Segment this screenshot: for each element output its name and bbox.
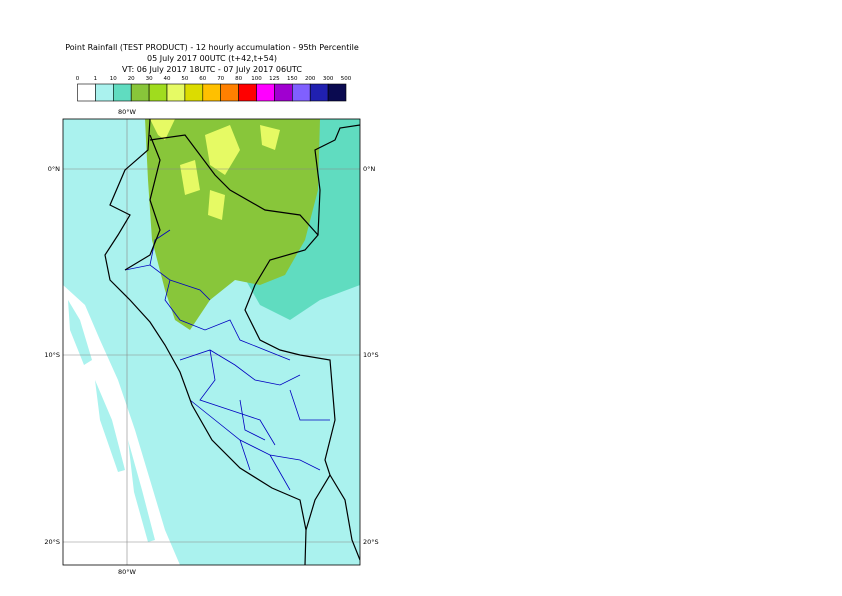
legend-label: 300 (323, 76, 334, 82)
legend-label: 0 (76, 76, 80, 82)
legend-label: 10 (110, 76, 117, 82)
legend-swatch (202, 83, 222, 102)
legend-swatch (130, 83, 150, 102)
admin-borders (124, 229, 330, 491)
title: Point Rainfall (TEST PRODUCT) - 12 hourl… (65, 43, 359, 52)
legend-swatch (113, 83, 132, 102)
legend-label: 100 (251, 76, 262, 82)
legend-label: 1 (94, 76, 98, 82)
legend-label: 200 (305, 76, 316, 82)
map-frame (62, 118, 361, 566)
lon-label: 80°W (118, 568, 137, 576)
legend-swatch (95, 83, 114, 102)
lat-label: 20°S (44, 538, 60, 546)
ocean-streak (68, 300, 155, 542)
lat-label: 10°S (363, 351, 379, 359)
legend-label: 70 (217, 76, 224, 82)
legend-swatch (309, 83, 329, 102)
legend-swatch (238, 83, 257, 102)
legend-label: 80 (235, 76, 242, 82)
lat-label: 0°N (363, 165, 375, 173)
lat-labels: 0°N 0°N 10°S 10°S 20°S 20°S (44, 165, 378, 546)
lat-label: 10°S (44, 351, 60, 359)
legend-label: 500 (341, 76, 352, 82)
legend-label: 40 (164, 76, 171, 82)
legend-swatch (148, 83, 168, 102)
rain-40-50 (150, 119, 280, 220)
legend: 0 1 10 20 30 40 50 60 70 80 100 125 150 200 300 500 (76, 76, 352, 102)
base-time: 05 July 2017 00UTC (t+42,t+54) (147, 54, 277, 63)
lat-label: 0°N (48, 165, 60, 173)
coastline (104, 119, 307, 565)
map (63, 119, 360, 565)
legend-swatch (291, 83, 311, 102)
legend-label: 150 (287, 76, 298, 82)
legend-swatch (77, 83, 96, 102)
legend-label: 60 (199, 76, 206, 82)
legend-swatch (256, 83, 275, 102)
valid-time: VT: 06 July 2017 18UTC - 07 July 2017 06… (122, 65, 302, 74)
lat-label: 20°S (363, 538, 379, 546)
graticule (63, 119, 360, 565)
country-borders (104, 119, 360, 565)
legend-label: 125 (269, 76, 280, 82)
legend-label: 30 (146, 76, 153, 82)
legend-swatch (274, 83, 293, 102)
legend-label: 50 (181, 76, 188, 82)
legend-swatch (166, 83, 186, 102)
legend-label: 20 (128, 76, 135, 82)
legend-swatch (327, 83, 347, 102)
legend-swatch (184, 83, 204, 102)
lon-label: 80°W (118, 108, 137, 116)
legend-swatch (220, 83, 239, 102)
